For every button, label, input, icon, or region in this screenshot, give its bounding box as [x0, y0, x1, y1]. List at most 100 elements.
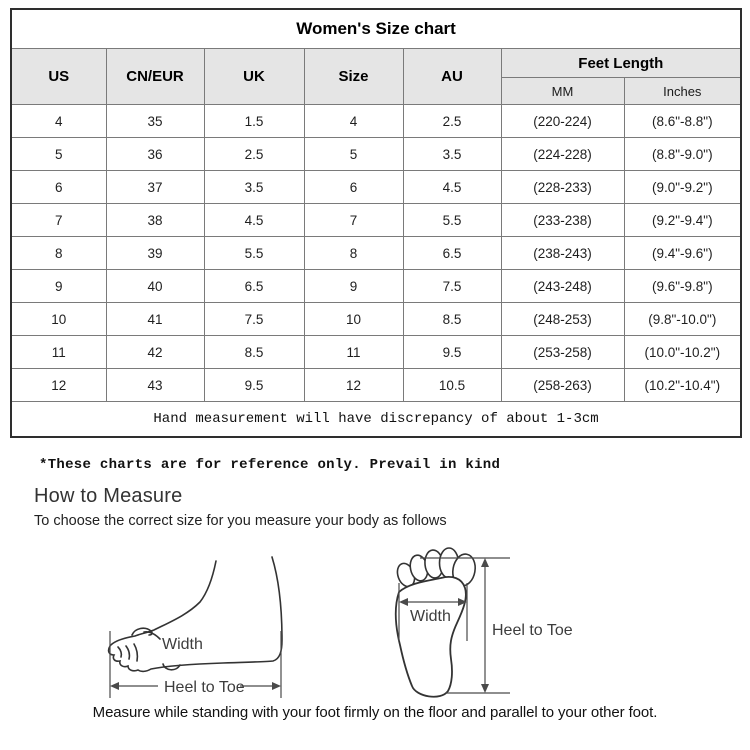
column-header-uk: UK [203, 48, 305, 105]
size-cell: 7.5 [203, 302, 305, 336]
size-cell: 9.5 [203, 368, 305, 402]
size-cell: 4.5 [203, 203, 305, 237]
column-header-us: US [10, 48, 107, 105]
size-cell: (10.2"-10.4") [623, 368, 742, 402]
size-cell: 10.5 [402, 368, 502, 402]
size-cell: (220-224) [500, 104, 625, 138]
table-footnote: Hand measurement will have discrepancy o… [10, 401, 742, 438]
size-cell: 42 [105, 335, 205, 369]
size-cell: (243-248) [500, 269, 625, 303]
size-cell: 12 [10, 368, 107, 402]
table-row: 4 35 1.5 4 2.5 (220-224) (8.6"-8.8") [10, 104, 742, 138]
size-cell: 1.5 [203, 104, 305, 138]
size-cell: 8.5 [203, 335, 305, 369]
table-row: 5 36 2.5 5 3.5 (224-228) (8.8"-9.0") [10, 137, 742, 171]
size-cell: 11 [10, 335, 107, 369]
size-cell: 38 [105, 203, 205, 237]
size-cell: 6 [303, 170, 404, 204]
size-cell: 8.5 [402, 302, 502, 336]
size-cell: 4 [303, 104, 404, 138]
size-cell: 7 [303, 203, 404, 237]
size-cell: 10 [10, 302, 107, 336]
column-header-mm: MM [500, 77, 625, 105]
reference-note: *These charts are for reference only. Pr… [39, 457, 501, 473]
side-foot-illustration: Width Heel to Toe [107, 556, 283, 698]
table-row: 11 42 8.5 11 9.5 (253-258) (10.0"-10.2") [10, 335, 742, 369]
size-cell: 10 [303, 302, 404, 336]
column-header-feet-length: Feet Length [500, 48, 742, 78]
sole-foot-illustration: Width Heel to Toe [394, 547, 573, 698]
size-cell: 8 [303, 236, 404, 270]
how-to-measure-subtitle: To choose the correct size for you measu… [34, 513, 447, 529]
size-cell: (9.8"-10.0") [623, 302, 742, 336]
size-cell: (10.0"-10.2") [623, 335, 742, 369]
size-cell: (8.6"-8.8") [623, 104, 742, 138]
how-to-measure-title: How to Measure [34, 485, 183, 507]
sole-width-label: Width [410, 608, 451, 625]
size-cell: (8.8"-9.0") [623, 137, 742, 171]
size-cell: 12 [303, 368, 404, 402]
size-cell: 7 [10, 203, 107, 237]
table-row: 10 41 7.5 10 8.5 (248-253) (9.8"-10.0") [10, 302, 742, 336]
size-cell: 41 [105, 302, 205, 336]
table-row: 12 43 9.5 12 10.5 (258-263) (10.2"-10.4") [10, 368, 742, 402]
column-header-au: AU [402, 48, 502, 105]
size-cell: 7.5 [402, 269, 502, 303]
size-cell: 8 [10, 236, 107, 270]
column-header-inches: Inches [623, 77, 742, 105]
size-cell: 40 [105, 269, 205, 303]
size-cell: 6 [10, 170, 107, 204]
table-body: 4 35 1.5 4 2.5 (220-224) (8.6"-8.8") 5 36 2.5 5 3.5… [10, 104, 742, 402]
size-cell: 4.5 [402, 170, 502, 204]
size-cell: 4 [10, 104, 107, 138]
sole-foot-diagram: Width Heel to Toe [380, 545, 600, 715]
table-row: 9 40 6.5 9 7.5 (243-248) (9.6"-9.8") [10, 269, 742, 303]
table-title: Women's Size chart [10, 8, 742, 49]
table-footnote-row: Hand measurement will have discrepancy o… [10, 401, 742, 438]
size-cell: 5 [10, 137, 107, 171]
size-cell: (238-243) [500, 236, 625, 270]
column-header-size: Size [303, 48, 404, 105]
size-cell: 11 [303, 335, 404, 369]
size-cell: (9.0"-9.2") [623, 170, 742, 204]
sole-heel-to-toe-label: Heel to Toe [492, 622, 573, 639]
size-cell: (9.2"-9.4") [623, 203, 742, 237]
side-foot-diagram: Width Heel to Toe [88, 543, 318, 713]
size-cell: (253-258) [500, 335, 625, 369]
table-row: 7 38 4.5 7 5.5 (233-238) (9.2"-9.4") [10, 203, 742, 237]
size-cell: 39 [105, 236, 205, 270]
size-cell: 6.5 [402, 236, 502, 270]
size-cell: 6.5 [203, 269, 305, 303]
table-row: 6 37 3.5 6 4.5 (228-233) (9.0"-9.2") [10, 170, 742, 204]
side-width-label: Width [162, 636, 203, 653]
size-cell: 43 [105, 368, 205, 402]
size-cell: (9.6"-9.8") [623, 269, 742, 303]
size-cell: 9 [303, 269, 404, 303]
side-heel-to-toe-label: Heel to Toe [164, 679, 245, 696]
size-cell: 37 [105, 170, 205, 204]
size-cell: (9.4"-9.6") [623, 236, 742, 270]
size-cell: (228-233) [500, 170, 625, 204]
size-cell: 5.5 [203, 236, 305, 270]
size-chart-table: Women's Size chart US CN/EUR UK Size AU … [10, 8, 743, 438]
size-cell: 9.5 [402, 335, 502, 369]
size-cell: (248-253) [500, 302, 625, 336]
size-cell: 5 [303, 137, 404, 171]
size-cell: 5.5 [402, 203, 502, 237]
side-foot-outline [107, 556, 283, 673]
size-cell: 2.5 [203, 137, 305, 171]
size-cell: (224-228) [500, 137, 625, 171]
sole-outline [394, 575, 467, 698]
table-header-row: US CN/EUR UK Size AU Feet Length [10, 48, 742, 105]
size-cell: (233-238) [500, 203, 625, 237]
size-cell: (258-263) [500, 368, 625, 402]
column-header-cn-eur: CN/EUR [105, 48, 205, 105]
width-pointer-line [143, 630, 161, 640]
size-cell: 35 [105, 104, 205, 138]
size-cell: 3.5 [402, 137, 502, 171]
table-row: 8 39 5.5 8 6.5 (238-243) (9.4"-9.6") [10, 236, 742, 270]
table-subheader-row: MM Inches [11, 77, 742, 105]
size-cell: 36 [105, 137, 205, 171]
size-cell: 2.5 [402, 104, 502, 138]
